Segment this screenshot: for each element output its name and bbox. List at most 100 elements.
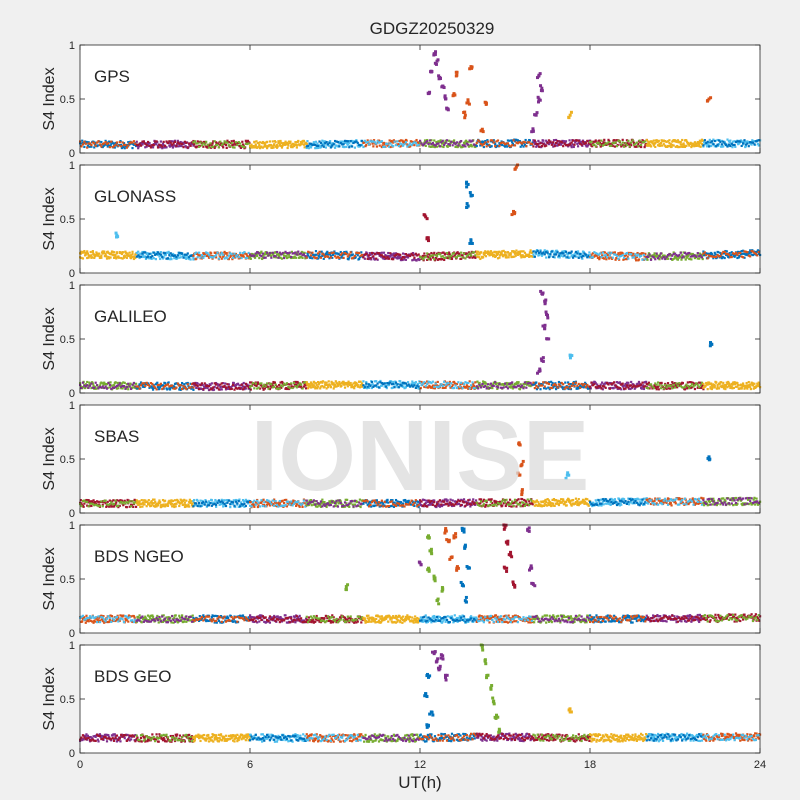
data-point — [661, 384, 664, 387]
data-point — [171, 499, 174, 503]
data-point — [482, 140, 485, 144]
data-point — [722, 381, 725, 385]
data-point — [185, 387, 188, 391]
data-point — [155, 388, 158, 391]
data-point — [518, 384, 521, 387]
data-point — [427, 141, 430, 144]
data-point — [732, 140, 735, 143]
data-point — [297, 384, 300, 387]
data-point — [623, 384, 626, 387]
data-point — [241, 254, 245, 257]
data-point — [557, 254, 561, 257]
data-point — [105, 251, 109, 254]
data-point — [559, 141, 562, 144]
data-point — [638, 382, 641, 385]
data-point — [116, 381, 119, 385]
data-point — [640, 143, 643, 147]
data-point — [621, 252, 624, 255]
data-point — [277, 141, 280, 145]
data-point — [318, 253, 321, 256]
data-point — [138, 503, 141, 506]
spike-point — [433, 52, 437, 56]
data-point — [681, 145, 684, 148]
data-point — [120, 146, 123, 150]
spike-point — [535, 111, 539, 115]
data-point — [331, 145, 334, 148]
data-point — [433, 251, 436, 254]
data-point — [547, 139, 551, 142]
data-point — [346, 385, 349, 388]
data-point — [161, 145, 164, 148]
data-point — [736, 256, 739, 260]
data-point — [596, 142, 599, 145]
data-point — [309, 386, 313, 389]
data-point — [233, 254, 236, 257]
data-point — [199, 499, 202, 502]
data-point — [260, 384, 263, 387]
data-point — [286, 146, 289, 150]
data-point — [545, 381, 548, 384]
data-point — [147, 503, 150, 506]
data-point — [485, 387, 488, 390]
data-point — [754, 252, 757, 255]
data-point — [190, 502, 194, 506]
data-point — [607, 141, 610, 144]
data-point — [261, 385, 264, 388]
data-point — [644, 380, 648, 383]
data-point — [556, 139, 559, 143]
data-point — [164, 253, 167, 257]
data-point — [155, 140, 158, 143]
data-point — [472, 387, 476, 390]
data-point — [552, 141, 555, 144]
data-point — [285, 382, 289, 385]
data-point — [448, 139, 451, 142]
data-point — [258, 141, 262, 144]
data-point — [687, 253, 690, 256]
data-point — [128, 254, 131, 258]
data-point — [238, 384, 241, 387]
data-point — [593, 254, 597, 257]
data-point — [375, 384, 378, 387]
data-point — [623, 254, 626, 258]
data-point — [112, 499, 115, 502]
data-point — [653, 252, 656, 255]
spike-point — [536, 95, 540, 99]
data-point — [229, 145, 232, 148]
data-point — [579, 140, 582, 143]
data-point — [479, 257, 482, 261]
data-point — [496, 257, 500, 260]
data-point — [511, 381, 514, 384]
spike-point — [430, 70, 434, 74]
data-point — [205, 251, 208, 254]
data-point — [107, 142, 110, 145]
data-point — [682, 255, 685, 258]
data-point — [476, 255, 479, 258]
data-point — [114, 255, 117, 258]
data-point — [161, 498, 165, 502]
data-point — [285, 143, 289, 146]
data-point — [555, 138, 558, 142]
data-point — [220, 257, 223, 260]
data-point — [740, 144, 743, 148]
data-point — [421, 254, 425, 258]
data-point — [686, 255, 689, 258]
data-point — [627, 381, 630, 384]
data-point — [352, 141, 355, 145]
data-point — [577, 141, 580, 145]
data-point — [387, 383, 391, 387]
data-point — [176, 257, 179, 260]
baseline-segment — [475, 139, 534, 148]
data-point — [339, 140, 342, 143]
data-point — [576, 145, 580, 148]
spike-point — [709, 341, 713, 345]
data-point — [391, 256, 394, 260]
data-point — [367, 256, 370, 259]
data-point — [164, 382, 167, 385]
data-point — [132, 505, 135, 508]
data-point — [657, 140, 660, 143]
data-point — [669, 143, 672, 146]
data-point — [185, 382, 188, 385]
data-point — [246, 254, 249, 257]
data-point — [716, 138, 719, 142]
